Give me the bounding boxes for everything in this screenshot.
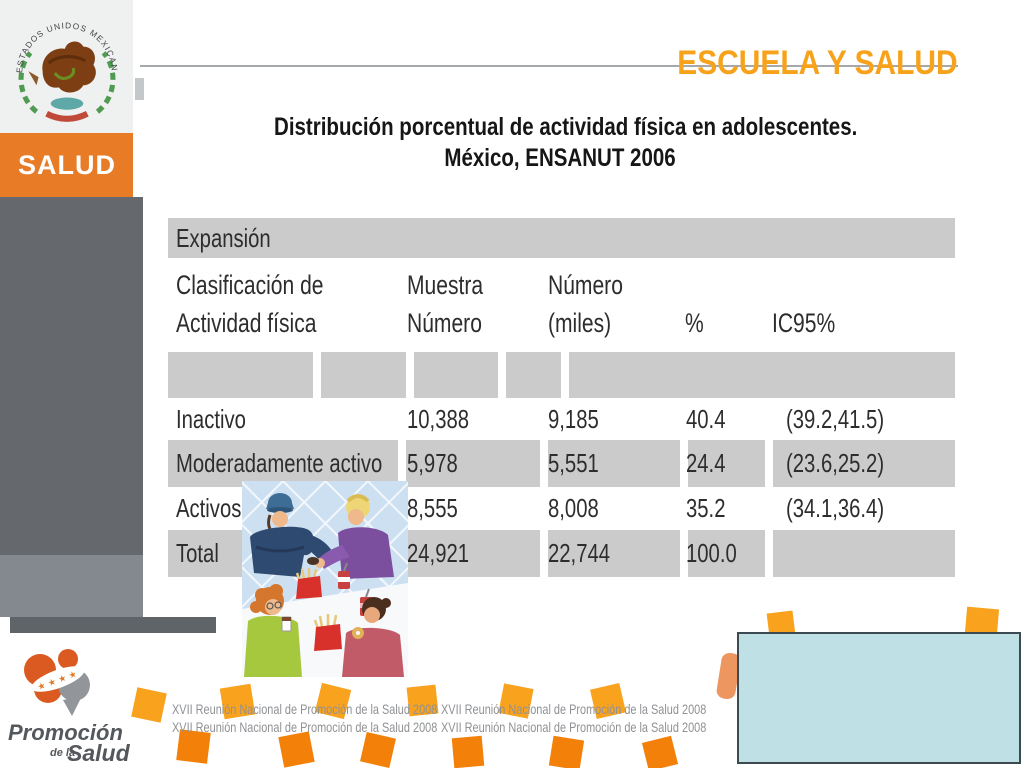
promo-logo-word2: de la <box>50 747 76 759</box>
panel-shadow-sliver <box>135 78 144 100</box>
col-header-pct: % <box>685 308 704 338</box>
row-miles: 22,744 <box>548 538 611 568</box>
salud-banner-label: SALUD <box>18 150 116 180</box>
footer-line: XVII Reunión Nacional de Promoción de la… <box>172 719 438 735</box>
header-divider-line <box>140 65 958 67</box>
salud-banner: SALUD <box>0 133 133 197</box>
table-band-expansion: Expansión <box>168 218 955 258</box>
col-header-clasificacion-l1: Clasificación de <box>176 270 324 300</box>
row-pct: 35.2 <box>686 493 726 523</box>
row-miles: 9,185 <box>548 404 599 434</box>
row-muestra: 5,978 <box>407 448 458 478</box>
row-muestra: 24,921 <box>407 538 470 568</box>
col-header-ic95: IC95% <box>772 308 836 338</box>
mexico-coat-of-arms-icon: ESTADOS UNIDOS MEXICANOS <box>8 6 119 122</box>
footer-line: XVII Reunión Nacional de Promoción de la… <box>172 701 438 717</box>
row-miles: 8,008 <box>548 493 599 523</box>
row-label: Total <box>176 538 219 568</box>
table-spacer-band <box>168 352 955 398</box>
row-ic95: (39.2,41.5) <box>786 404 885 434</box>
table-row: Inactivo 10,388 9,185 40.4 (39.2,41.5) <box>168 398 955 440</box>
row-ic95: (34.1,36.4) <box>786 493 885 523</box>
confetti-square <box>278 731 315 768</box>
row-label: Inactivo <box>176 404 246 434</box>
col-header-clasificacion-l2: Actividad física <box>176 308 317 338</box>
confetti-square <box>641 735 679 768</box>
table-title: Distribución porcentual de actividad fís… <box>210 112 910 174</box>
table-row: Moderadamente activo 5,978 5,551 24.4 (2… <box>168 440 955 487</box>
row-ic95: (23.6,25.2) <box>786 448 885 478</box>
sidebar-gray-panel-lower <box>0 555 143 617</box>
confetti-square <box>360 732 396 768</box>
row-label: Moderadamente activo <box>176 448 383 478</box>
promo-logo-word1: Promoción <box>8 720 123 745</box>
table-header-row: Clasificación de Actividad física Muestr… <box>168 258 955 352</box>
note-placeholder-box <box>737 632 1021 764</box>
statistics-table: Expansión Clasificación de Actividad fís… <box>168 218 955 577</box>
expansion-label: Expansión <box>176 223 271 253</box>
promo-logo-word3: Salud <box>67 740 130 766</box>
footer-line: XVII Reunión Nacional de Promoción de la… <box>441 719 707 735</box>
row-label: Activos <box>176 493 242 523</box>
promocion-salud-logo-icon: ★★★★ <box>24 649 90 716</box>
confetti-square <box>131 687 167 723</box>
mexico-crest-block: ESTADOS UNIDOS MEXICANOS <box>0 0 133 133</box>
confetti-square <box>548 735 585 768</box>
sidebar-bottom-edge <box>10 617 216 633</box>
sidebar-gray-panel <box>0 197 143 555</box>
page-title: ESCUELA Y SALUD <box>600 44 958 83</box>
table-title-line2: México, ENSANUT 2006 <box>444 144 676 172</box>
table-title-line1: Distribución porcentual de actividad fís… <box>274 113 858 141</box>
row-pct: 24.4 <box>686 448 726 478</box>
teens-snacks-clipart <box>242 481 408 677</box>
row-pct: 40.4 <box>686 404 726 434</box>
table-row: Activos 8,555 8,008 35.2 (34.1,36.4) <box>168 487 955 530</box>
col-header-miles-l1: Número <box>548 270 623 300</box>
footer-line: XVII Reunión Nacional de Promoción de la… <box>441 701 707 717</box>
row-muestra: 8,555 <box>407 493 458 523</box>
col-header-muestra-l2: Número <box>407 308 482 338</box>
col-header-muestra-l1: Muestra <box>407 270 484 300</box>
page-title-text: ESCUELA Y SALUD <box>677 44 958 82</box>
row-miles: 5,551 <box>548 448 599 478</box>
row-pct: 100.0 <box>686 538 737 568</box>
confetti-square <box>451 735 485 768</box>
col-header-miles-l2: (miles) <box>548 308 612 338</box>
row-muestra: 10,388 <box>407 404 470 434</box>
